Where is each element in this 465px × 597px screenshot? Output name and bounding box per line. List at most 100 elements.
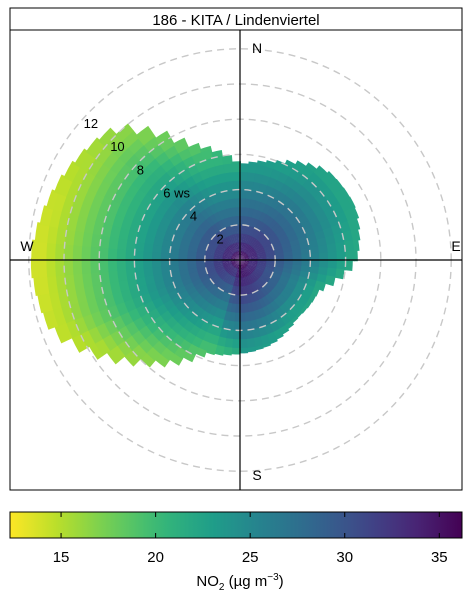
heat-cell	[224, 216, 232, 227]
heat-cell	[99, 233, 111, 249]
heat-cell	[255, 248, 266, 255]
heat-cell	[54, 174, 66, 194]
heat-cell	[219, 228, 228, 239]
heat-cell	[246, 180, 255, 191]
heat-cell	[248, 253, 258, 258]
heat-cell	[198, 287, 209, 298]
heat-cell	[213, 307, 222, 319]
heat-cell	[85, 137, 100, 154]
heat-cell	[240, 255, 249, 260]
heat-cell	[261, 305, 272, 317]
heat-cell	[335, 268, 345, 280]
heat-cell	[273, 244, 284, 252]
heat-cell	[214, 265, 225, 272]
heat-cell	[196, 225, 207, 235]
heat-cell	[107, 247, 118, 260]
heat-cell	[351, 206, 360, 220]
heat-cell	[205, 323, 216, 335]
heat-cell	[270, 310, 281, 322]
heat-cell	[195, 262, 206, 268]
heat-cell	[305, 162, 318, 174]
heat-cell	[240, 233, 243, 243]
heat-cell	[37, 293, 45, 314]
heat-cell	[208, 225, 218, 236]
heat-cell	[292, 254, 303, 261]
heat-cell	[247, 264, 256, 271]
heat-cell	[219, 240, 228, 249]
heat-cell	[258, 201, 267, 213]
heat-cell	[209, 315, 219, 327]
heat-cell	[199, 320, 211, 333]
heat-cell	[230, 206, 237, 217]
heat-cell	[160, 265, 171, 274]
heat-cell	[204, 205, 215, 217]
heat-cell	[297, 275, 309, 285]
heat-cell	[240, 163, 250, 173]
heat-cell	[209, 239, 219, 247]
heat-cell	[204, 195, 215, 207]
heat-cell	[232, 242, 238, 253]
heat-cell	[300, 305, 308, 314]
heat-cell	[173, 229, 185, 239]
colorbar-tick-label: 15	[53, 549, 70, 566]
heat-cell	[98, 258, 109, 273]
heat-cell	[183, 228, 195, 238]
heat-cell	[89, 258, 100, 274]
heat-cell	[268, 277, 279, 286]
heat-cell	[316, 237, 328, 248]
heat-cell	[325, 234, 337, 246]
heat-cell	[242, 277, 247, 287]
heat-cell	[195, 284, 207, 295]
heat-cell	[211, 223, 221, 234]
heat-cell	[243, 267, 250, 277]
heat-cell	[281, 271, 292, 279]
heat-cell	[225, 302, 233, 313]
heat-cell	[228, 234, 235, 245]
heat-cell	[224, 236, 232, 246]
heat-cell	[205, 350, 215, 356]
heat-cell	[256, 263, 267, 268]
heat-cell	[232, 267, 237, 278]
heat-cell	[65, 179, 82, 200]
heat-cell	[177, 253, 188, 260]
heat-cell	[233, 268, 238, 278]
heat-cell	[30, 257, 39, 279]
heat-cell	[259, 334, 271, 346]
heat-cell	[168, 259, 179, 267]
heat-cell	[246, 234, 252, 245]
heat-cell	[63, 160, 74, 179]
heat-cell	[270, 274, 281, 283]
heat-cell	[231, 161, 242, 164]
heat-cell	[223, 198, 232, 209]
heat-cell	[196, 244, 208, 251]
heat-cell	[235, 295, 240, 305]
heat-cell	[286, 295, 299, 307]
heat-cell	[230, 267, 237, 277]
heat-cell	[240, 260, 244, 270]
heat-cell	[277, 278, 289, 288]
heat-cell	[265, 216, 275, 227]
heat-cell	[235, 251, 240, 260]
heat-cell	[262, 213, 272, 225]
heat-cell	[244, 312, 251, 323]
heat-cell	[257, 255, 267, 259]
heat-cell	[340, 187, 351, 200]
heat-cell	[117, 278, 130, 293]
heat-cell	[227, 266, 235, 274]
heat-cell	[245, 266, 253, 275]
heat-cell	[251, 272, 260, 281]
heat-cell	[189, 274, 201, 283]
heat-cell	[342, 230, 354, 243]
heat-cell	[302, 191, 316, 205]
heat-cell	[236, 268, 240, 279]
radial-tick-label: 12	[84, 116, 98, 131]
heat-cell	[188, 289, 200, 300]
heat-cell	[327, 251, 338, 262]
heat-cell	[103, 318, 119, 336]
heat-cell	[204, 253, 215, 258]
heat-cell	[95, 145, 114, 165]
heat-cell	[284, 159, 297, 170]
heat-cell	[191, 232, 203, 242]
heat-cell	[255, 191, 265, 203]
heat-cell	[209, 174, 221, 186]
